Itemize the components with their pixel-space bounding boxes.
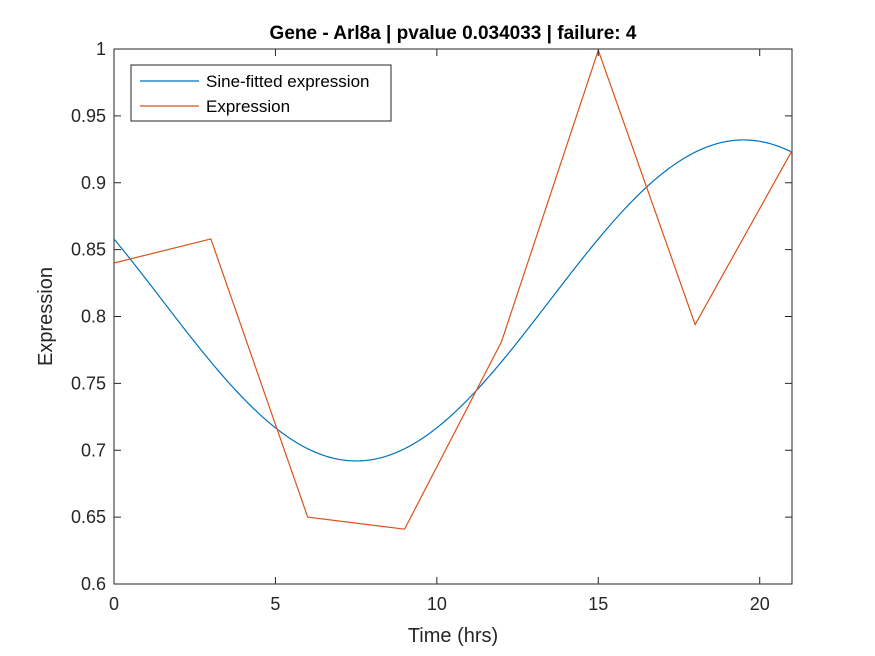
y-tick-label: 0.9 xyxy=(81,173,106,193)
legend-box xyxy=(130,64,392,122)
series-line-sine-fitted-expression xyxy=(113,139,793,462)
y-axis-label: Expression xyxy=(35,267,57,366)
legend-label-sine-fitted: Sine-fitted expression xyxy=(206,72,369,91)
plot-area: 0 5 10 15 20 0.6 0.65 0.7 0.75 0.8 0.85 0.9 0.95 1 xyxy=(71,39,793,614)
x-tick-label: 10 xyxy=(427,594,447,614)
y-tick-label: 0.75 xyxy=(71,373,106,393)
series-line-expression xyxy=(113,48,793,530)
x-tick-label: 0 xyxy=(109,594,119,614)
legend: Sine-fitted expression Expression xyxy=(130,64,392,122)
x-axis-label: Time (hrs) xyxy=(408,625,498,647)
y-tick-label: 1 xyxy=(96,39,106,59)
y-tick-label: 0.6 xyxy=(81,574,106,594)
chart-title: Gene - Arl8a | pvalue 0.034033 | failure… xyxy=(270,23,637,44)
series-layer xyxy=(113,48,793,530)
x-tick-label: 15 xyxy=(588,594,608,614)
y-tick-label: 0.8 xyxy=(81,307,106,327)
y-tick-label: 0.7 xyxy=(81,440,106,460)
x-tick-label: 20 xyxy=(750,594,770,614)
y-tick-label: 0.85 xyxy=(71,240,106,260)
tick-layer: 0 5 10 15 20 0.6 0.65 0.7 0.75 0.8 0.85 0.9 0.95 1 xyxy=(71,39,792,614)
x-tick-label: 5 xyxy=(270,594,280,614)
y-tick-label: 0.95 xyxy=(71,106,106,126)
legend-label-expression: Expression xyxy=(206,97,290,116)
y-tick-label: 0.65 xyxy=(71,507,106,527)
axes-box xyxy=(113,48,793,585)
